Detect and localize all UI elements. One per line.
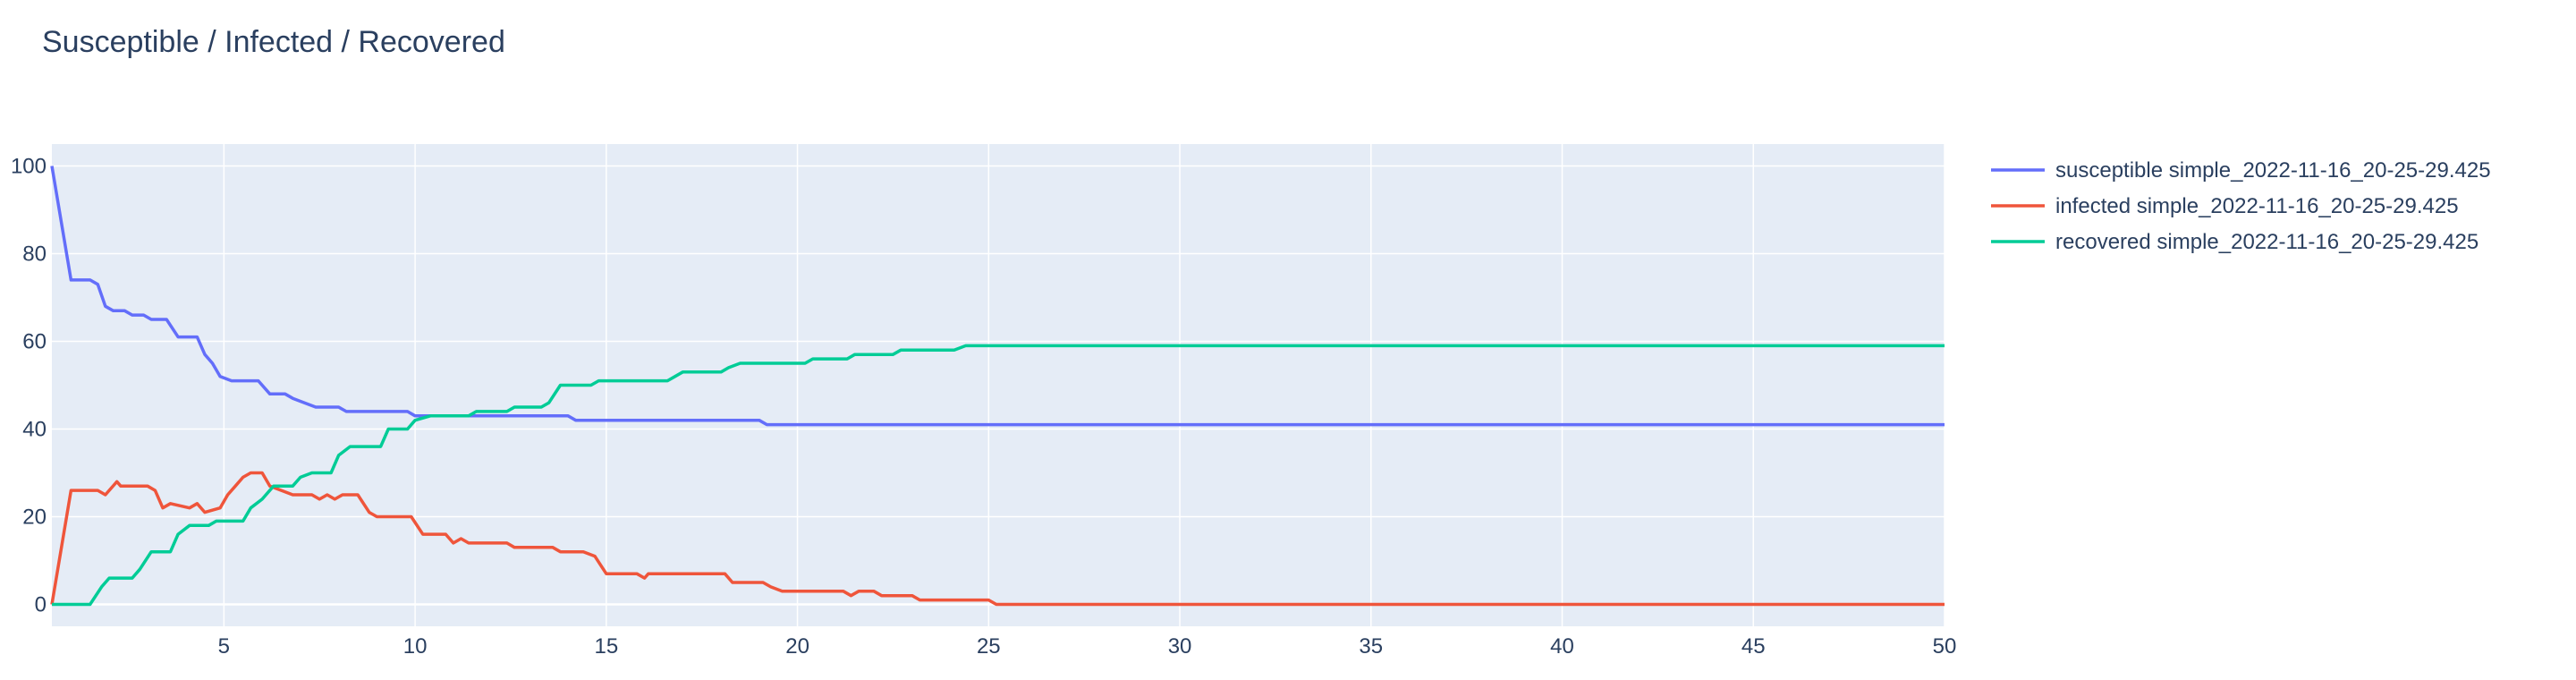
x-tick-label: 45 — [1741, 634, 1766, 659]
series-line-2 — [52, 344, 1945, 607]
series-line-0 — [50, 166, 1945, 427]
x-tick-label: 40 — [1550, 634, 1574, 659]
x-tick-label: 15 — [594, 634, 618, 659]
legend-item-1[interactable]: infected simple_2022-11-16_20-25-29.425 — [1991, 194, 2459, 218]
legend-label: infected simple_2022-11-16_20-25-29.425 — [2055, 194, 2459, 218]
x-tick-label: 50 — [1933, 634, 1957, 659]
x-tick-label: 5 — [218, 634, 230, 659]
y-tick-label: 60 — [22, 330, 47, 354]
x-tick-label: 25 — [977, 634, 1001, 659]
y-tick-label: 20 — [22, 506, 47, 530]
legend-item-0[interactable]: susceptible simple_2022-11-16_20-25-29.4… — [1991, 158, 2491, 183]
y-tick-label: 80 — [22, 242, 47, 267]
y-tick-label: 100 — [11, 155, 47, 179]
y-axis-tick-labels: 0 20 40 60 80 100 — [11, 155, 47, 617]
x-tick-label: 20 — [785, 634, 809, 659]
series-line-1 — [50, 471, 1945, 607]
x-tick-label: 10 — [403, 634, 428, 659]
y-tick-label: 0 — [35, 593, 47, 617]
y-tick-label: 40 — [22, 418, 47, 442]
chart-title: Susceptible / Infected / Recovered — [42, 25, 505, 59]
x-tick-label: 30 — [1168, 634, 1192, 659]
x-axis-tick-labels: 5 10 15 20 25 30 35 40 45 50 — [218, 634, 1957, 659]
plot-background — [52, 144, 1945, 626]
x-tick-label: 35 — [1359, 634, 1383, 659]
legend[interactable]: susceptible simple_2022-11-16_20-25-29.4… — [1991, 158, 2491, 254]
legend-label: recovered simple_2022-11-16_20-25-29.425 — [2055, 230, 2479, 254]
grid-lines — [52, 144, 1945, 626]
series-lines — [50, 166, 1945, 607]
legend-item-2[interactable]: recovered simple_2022-11-16_20-25-29.425 — [1991, 230, 2479, 254]
legend-label: susceptible simple_2022-11-16_20-25-29.4… — [2055, 158, 2491, 183]
